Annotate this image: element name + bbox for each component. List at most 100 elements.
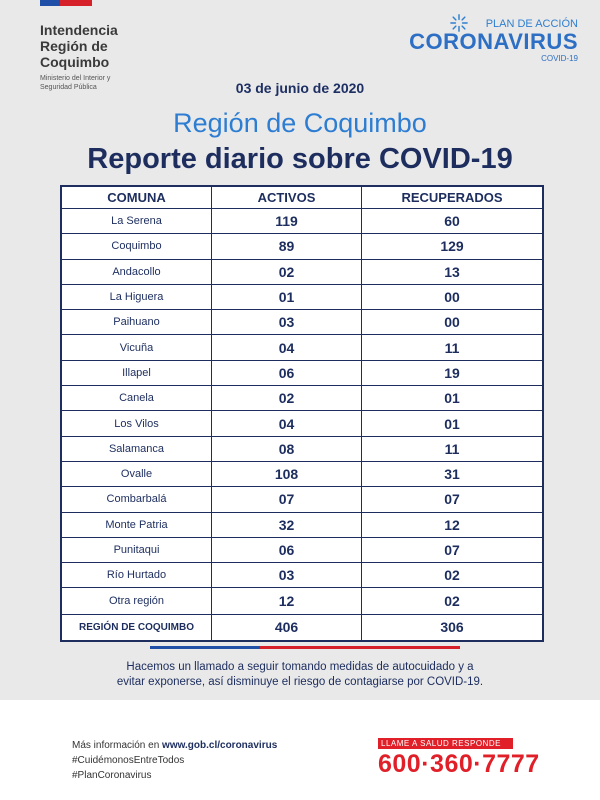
ministry-line: Ministerio del Interior y	[40, 75, 111, 82]
comuna-cell: Los Vilos	[62, 411, 212, 436]
recuperados-cell: 31	[444, 466, 460, 483]
campaign-logo: PLAN DE ACCIÓN CORONAVIRUS COVID-19	[409, 18, 578, 63]
table-row: Otra región 12 02	[62, 588, 542, 614]
comuna-cell: Coquimbo	[62, 234, 212, 259]
total-activos: 406	[212, 614, 362, 640]
recuperados-cell: 00	[444, 289, 460, 306]
region-title: Región de Coquimbo	[173, 108, 427, 138]
table-row: Salamanca 08 11	[62, 436, 542, 462]
comuna-cell: Paihuano	[62, 310, 212, 335]
activos-cell: 02	[212, 386, 362, 411]
total-recuperados: 306	[440, 619, 464, 636]
star-burst-icon	[450, 14, 468, 32]
table-row: Punitaqui 06 07	[62, 537, 542, 564]
recuperados-cell: 12	[444, 516, 460, 533]
advice-line: Hacemos un llamado a seguir tomando medi…	[126, 661, 474, 673]
activos-cell: 03	[212, 563, 362, 588]
recuperados-cell: 19	[444, 364, 460, 381]
activos-cell: 06	[212, 360, 362, 386]
table-row: Combarbalá 07 07	[62, 487, 542, 513]
institution-logo: Intendencia Región de Coquimbo Ministeri…	[40, 22, 118, 92]
advice-message: Hacemos un llamado a seguir tomando medi…	[0, 660, 600, 690]
recuperados-cell: 01	[444, 415, 460, 432]
hotline-box: LLAME A SALUD RESPONDE 600·360·7777	[378, 738, 540, 779]
activos-cell: 02	[212, 259, 362, 284]
table-row: La Higuera 01 00	[62, 284, 542, 311]
recuperados-cell: 02	[444, 593, 460, 610]
comuna-cell: Salamanca	[62, 436, 212, 461]
more-info: Más información en www.gob.cl/coronaviru…	[72, 738, 277, 783]
comuna-cell: Canela	[62, 386, 212, 411]
divider-stripe	[150, 646, 460, 649]
column-header-comuna: COMUNA	[62, 187, 212, 208]
ministry-line: Seguridad Pública	[40, 84, 97, 91]
table-total-row: REGIÓN DE COQUIMBO 406 306	[62, 613, 542, 640]
activos-cell: 08	[212, 436, 362, 461]
comuna-cell: Andacollo	[62, 259, 212, 284]
table-row: La Serena 119 60	[62, 209, 542, 235]
plan-label: PLAN DE ACCIÓN	[485, 18, 578, 30]
more-info-link[interactable]: www.gob.cl/coronavirus	[162, 740, 278, 751]
hashtag: #CuidémonosEntreTodos	[72, 755, 185, 766]
more-info-prefix: Más información en	[72, 740, 163, 751]
activos-cell: 03	[212, 310, 362, 335]
hotline-number[interactable]: 600·360·7777	[378, 750, 540, 778]
activos-cell: 07	[212, 487, 362, 512]
recuperados-cell: 11	[444, 339, 460, 356]
comuna-cell: Ovalle	[62, 461, 212, 487]
activos-cell: 32	[212, 512, 362, 537]
table-row: Paihuano 03 00	[62, 310, 542, 336]
activos-cell: 119	[212, 209, 362, 234]
activos-cell: 04	[212, 411, 362, 436]
footer-background	[0, 700, 600, 800]
recuperados-cell: 02	[444, 567, 460, 584]
hotline-tag: LLAME A SALUD RESPONDE	[378, 738, 513, 749]
activos-cell: 06	[212, 537, 362, 563]
comuna-cell: La Serena	[62, 209, 212, 234]
campaign-title: CORONAVIRUS	[409, 29, 578, 54]
report-date: 03 de junio de 2020	[235, 80, 365, 96]
table-row: Los Vilos 04 01	[62, 411, 542, 437]
hashtag: #PlanCoronavirus	[72, 770, 152, 781]
table-row: Andacollo 02 13	[62, 259, 542, 285]
table-row: Illapel 06 19	[62, 360, 542, 387]
recuperados-cell: 01	[444, 390, 460, 407]
institution-line: Intendencia	[40, 22, 118, 38]
comuna-cell: Illapel	[62, 360, 212, 386]
cases-table: COMUNA ACTIVOS RECUPERADOS La Serena 119 6…	[60, 185, 544, 642]
comuna-cell: Otra región	[62, 588, 212, 614]
comuna-cell: Combarbalá	[62, 487, 212, 512]
table-row: Monte Patria 32 12	[62, 512, 542, 538]
activos-cell: 108	[212, 461, 362, 487]
recuperados-cell: 13	[444, 263, 460, 280]
recuperados-cell: 07	[444, 491, 460, 508]
column-header-recuperados: RECUPERADOS	[401, 190, 503, 205]
column-header-activos: ACTIVOS	[212, 187, 362, 208]
recuperados-cell: 07	[444, 542, 460, 558]
activos-cell: 12	[212, 588, 362, 614]
activos-cell: 89	[212, 234, 362, 259]
more-info-line: Más información en www.gob.cl/coronaviru…	[72, 738, 277, 753]
table-row: Río Hurtado 03 02	[62, 563, 542, 589]
table-row: Coquimbo 89 129	[62, 234, 542, 260]
comuna-cell: Río Hurtado	[62, 563, 212, 588]
comuna-cell: Punitaqui	[62, 537, 212, 563]
recuperados-cell: 11	[444, 440, 460, 457]
table-row: Canela 02 01	[62, 386, 542, 412]
comuna-cell: La Higuera	[62, 284, 212, 310]
activos-cell: 01	[212, 284, 362, 310]
recuperados-cell: 60	[444, 213, 460, 230]
total-label: REGIÓN DE COQUIMBO	[62, 614, 212, 640]
advice-line: evitar exponerse, así disminuye el riesg…	[116, 676, 484, 688]
comuna-cell: Monte Patria	[62, 512, 212, 537]
recuperados-cell: 129	[440, 238, 464, 255]
institution-line: Coquimbo	[40, 54, 110, 70]
institution-line: Región de	[40, 38, 108, 54]
comuna-cell: Vicuña	[62, 335, 212, 360]
report-title: Reporte diario sobre COVID-19	[87, 143, 513, 175]
covid-label: COVID-19	[541, 54, 578, 63]
table-header-row: COMUNA ACTIVOS RECUPERADOS	[62, 187, 542, 209]
flag-stripe	[40, 0, 92, 6]
activos-cell: 04	[212, 335, 362, 360]
table-row: Ovalle 108 31	[62, 461, 542, 488]
